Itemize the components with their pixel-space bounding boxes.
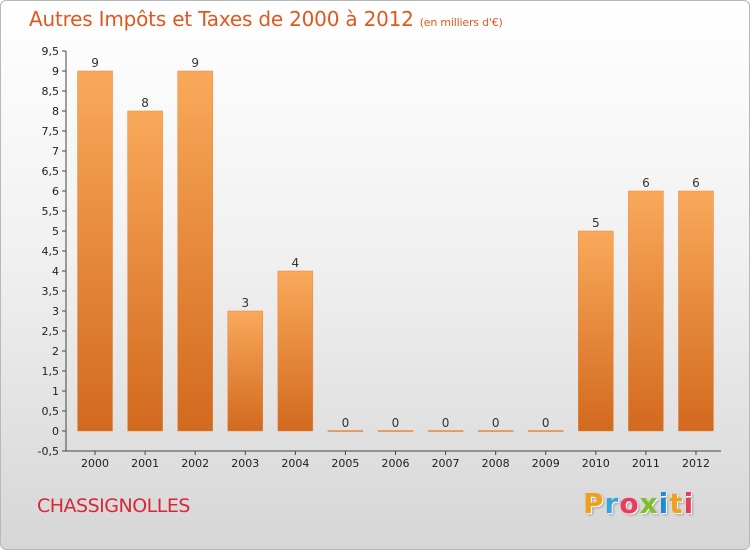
y-tick-label: 6 (52, 185, 59, 198)
logo-letter: r (604, 487, 620, 520)
logo-letter: o (619, 487, 640, 520)
x-tick-label: 2003 (231, 457, 259, 470)
x-tick-label: 2010 (582, 457, 610, 470)
x-tick-label: 2000 (81, 457, 109, 470)
bar-2003 (227, 310, 264, 432)
y-tick-label: 2 (52, 345, 59, 358)
data-label: 0 (542, 416, 550, 430)
data-label: 4 (292, 256, 300, 270)
y-tick-label: 7 (52, 145, 59, 158)
y-tick-label: 7,5 (42, 125, 60, 138)
y-tick-label: 1,5 (42, 365, 60, 378)
y-tick-label: 0,5 (42, 405, 60, 418)
x-tick-label: 2006 (382, 457, 410, 470)
y-tick-label: 8 (52, 105, 59, 118)
axes: -0,5 0 0,5 1 1,5 2 2,5 3 3,5 4 4,5 5 5,5 6 6,5 7 7,5 8 8,5… (38, 45, 721, 470)
logo-letter: x (639, 487, 659, 520)
y-tick-label: 9,5 (42, 45, 60, 58)
bar-2004 (277, 270, 314, 432)
x-tick-label: 2004 (281, 457, 309, 470)
data-label: 6 (692, 176, 700, 190)
y-tick-label: 4 (52, 265, 59, 278)
bar-2008 (477, 430, 514, 432)
data-label: 5 (592, 216, 600, 230)
y-tick-label: 1 (52, 385, 59, 398)
title-text: Autres Impôts et Taxes de 2000 à 2012 (29, 7, 414, 31)
data-label: 8 (141, 96, 149, 110)
bar-2011 (628, 190, 664, 432)
logo-letter: P (583, 487, 605, 520)
x-tick-label: 2002 (181, 457, 209, 470)
logo-letter: i (683, 487, 695, 520)
y-tick-label: 3,5 (42, 285, 60, 298)
x-tick-label: 2008 (482, 457, 510, 470)
bar-2000 (77, 70, 113, 432)
x-tick-label: 2007 (432, 457, 460, 470)
bar-2012 (678, 190, 714, 432)
logo-letter: i (658, 487, 670, 520)
y-tick-label: 5,5 (42, 205, 60, 218)
y-tick-label: 9 (52, 65, 59, 78)
data-label: 9 (91, 56, 99, 70)
data-label: 0 (342, 416, 350, 430)
bar-2005 (327, 430, 364, 432)
y-tick-label: 5 (52, 225, 59, 238)
logo-letter: t (669, 487, 684, 520)
data-label: 0 (392, 416, 400, 430)
x-tick-label: 2001 (131, 457, 159, 470)
x-tick-label: 2005 (331, 457, 359, 470)
y-tick-label: 2,5 (42, 325, 60, 338)
y-tick-label: 4,5 (42, 245, 60, 258)
x-tick-label: 2011 (632, 457, 660, 470)
commune-name: CHASSIGNOLLES (37, 495, 190, 517)
x-tick-label: 2012 (682, 457, 710, 470)
data-label: 3 (241, 296, 249, 310)
proxiti-logo: Proxiti (583, 487, 694, 520)
bar-2010 (578, 230, 614, 432)
data-label: 0 (492, 416, 500, 430)
data-label: 0 (442, 416, 450, 430)
bar-2009 (527, 430, 564, 432)
x-tick-label: 2009 (532, 457, 560, 470)
data-labels: 9 8 9 3 4 0 0 0 0 0 5 6 6 (91, 56, 700, 430)
data-label: 6 (642, 176, 650, 190)
bars (77, 70, 714, 432)
y-tick-label: -0,5 (38, 445, 59, 458)
bar-2002 (177, 70, 213, 432)
chart-subtitle: (en milliers d'€) (419, 16, 503, 29)
bar-2006 (377, 430, 414, 432)
bar-2007 (427, 430, 464, 432)
y-tick-label: 3 (52, 305, 59, 318)
data-label: 9 (191, 56, 199, 70)
y-tick-label: 0 (52, 425, 59, 438)
chart-title: Autres Impôts et Taxes de 2000 à 2012 (en… (29, 7, 503, 31)
y-tick-label: 8,5 (42, 85, 60, 98)
y-tick-label: 6,5 (42, 165, 60, 178)
bar-2001 (127, 110, 163, 432)
